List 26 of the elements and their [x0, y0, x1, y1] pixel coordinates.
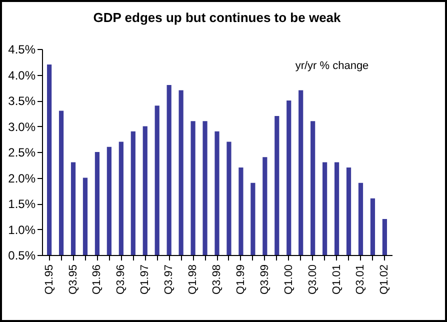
y-tick-label: 1.5%: [8, 197, 36, 211]
annotation: yr/yr % change: [295, 60, 369, 72]
x-tick-label: Q3.98: [211, 264, 223, 294]
y-tick-label: 1.0%: [8, 222, 36, 237]
y-tick-label: 2.0%: [8, 171, 36, 186]
y-tick-label: 4.0%: [8, 68, 36, 82]
x-tick-label: Q1.99: [234, 264, 247, 294]
x-tick-label: Q1.95: [43, 264, 56, 294]
x-tick-label: Q1.98: [187, 264, 200, 294]
x-tick-label: Q3.00: [306, 264, 319, 294]
x-tick-label: Q1.00: [282, 264, 295, 294]
y-tick-label: 2.5%: [8, 146, 36, 160]
x-tick-label: Q3.01: [354, 264, 367, 294]
x-tick-label: Q1.02: [378, 264, 391, 294]
y-tick-label: 3.0%: [8, 120, 36, 134]
x-tick-label: Q3.96: [115, 264, 128, 294]
x-tick-label: Q1.96: [91, 264, 104, 294]
y-tick-label: 3.5%: [8, 94, 36, 108]
x-tick-label: Q3.97: [163, 264, 176, 294]
x-tick-label: Q3.95: [67, 264, 80, 294]
chart-title: GDP edges up but continues to be weak: [93, 10, 342, 25]
y-tick-label: 4.5%: [8, 42, 36, 56]
x-tick-label: Q1.01: [330, 264, 343, 294]
x-tick-label: Q3.99: [258, 264, 271, 294]
y-tick-label: 0.5%: [8, 248, 36, 262]
x-tick-label: Q1.97: [139, 264, 152, 294]
